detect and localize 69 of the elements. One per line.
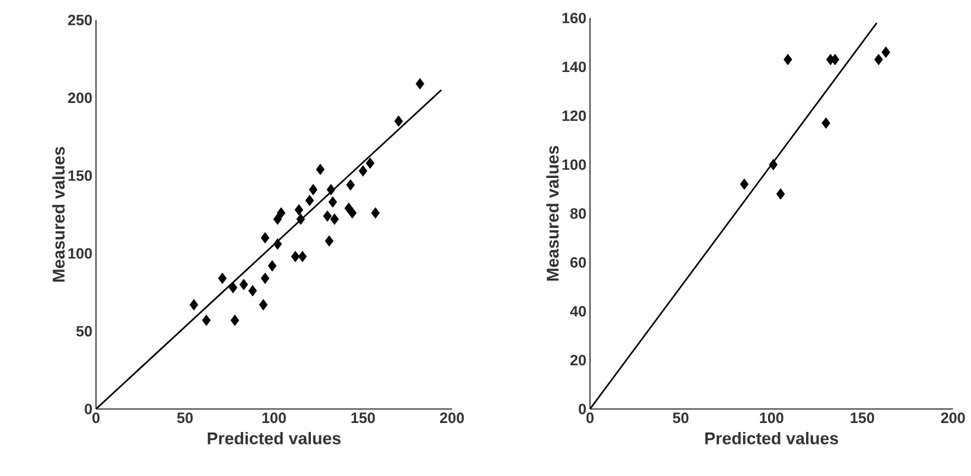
point <box>784 54 792 66</box>
point <box>323 210 332 222</box>
y-tick-label: 0 <box>578 404 586 414</box>
point <box>346 179 355 191</box>
y-axis-title: Measured values <box>52 146 65 282</box>
point <box>740 178 749 190</box>
point <box>874 54 883 66</box>
y-tick-label: 80 <box>570 208 586 219</box>
y-tick-label: 250 <box>68 14 92 26</box>
point <box>305 194 314 206</box>
point <box>326 184 336 196</box>
point <box>273 213 282 225</box>
point <box>298 250 307 262</box>
y-tick-label: 100 <box>562 159 586 170</box>
point <box>228 282 238 294</box>
y-tick-label: 0 <box>84 404 92 414</box>
x-axis-title: Predicted values <box>705 432 838 444</box>
point <box>230 314 240 326</box>
point <box>324 235 334 247</box>
point <box>394 115 403 127</box>
point <box>202 314 211 326</box>
point <box>291 250 300 262</box>
x-tick-label: 100 <box>760 412 784 424</box>
x-tick-label: 0 <box>92 412 100 424</box>
y-tick-label: 140 <box>562 62 586 72</box>
point <box>248 285 257 296</box>
point <box>296 213 306 225</box>
y-tick-label: 100 <box>68 248 92 259</box>
point <box>273 238 282 250</box>
point <box>268 260 277 272</box>
point <box>328 196 338 208</box>
point <box>190 299 198 310</box>
point <box>371 207 380 219</box>
point <box>239 278 248 290</box>
x-tick-label: 200 <box>941 412 965 424</box>
y-tick-label: 60 <box>570 257 586 268</box>
point <box>316 164 325 176</box>
x-tick-label: 200 <box>440 412 464 424</box>
y-tick-label: 200 <box>68 92 92 104</box>
point <box>776 188 785 200</box>
point <box>260 272 270 284</box>
x-tick-label: 100 <box>262 412 286 424</box>
y-tick-label: 50 <box>76 326 92 336</box>
point <box>769 158 778 170</box>
point <box>822 117 830 129</box>
y-tick-label: 20 <box>570 354 586 366</box>
point <box>330 213 339 225</box>
x-tick-label: 150 <box>351 412 375 424</box>
x-axis-title: Predicted values <box>208 432 341 444</box>
point <box>308 184 318 196</box>
y-tick-label: 150 <box>68 170 92 181</box>
x-tick-label: 50 <box>177 412 193 424</box>
y-tick-label: 40 <box>570 306 586 317</box>
point <box>218 272 227 284</box>
x-tick-label: 150 <box>850 412 874 424</box>
y-axis-title: Measured values <box>546 146 559 281</box>
point <box>260 232 270 244</box>
point <box>882 46 890 58</box>
point <box>416 78 424 90</box>
point <box>276 207 286 219</box>
point <box>358 165 368 177</box>
point <box>348 207 357 219</box>
x-tick-label: 50 <box>672 412 688 424</box>
point <box>259 299 268 310</box>
point <box>294 204 304 216</box>
x-tick-label: 0 <box>586 412 594 424</box>
y-tick-label: 120 <box>562 110 586 122</box>
point <box>366 157 374 169</box>
y-tick-label: 160 <box>562 12 586 24</box>
